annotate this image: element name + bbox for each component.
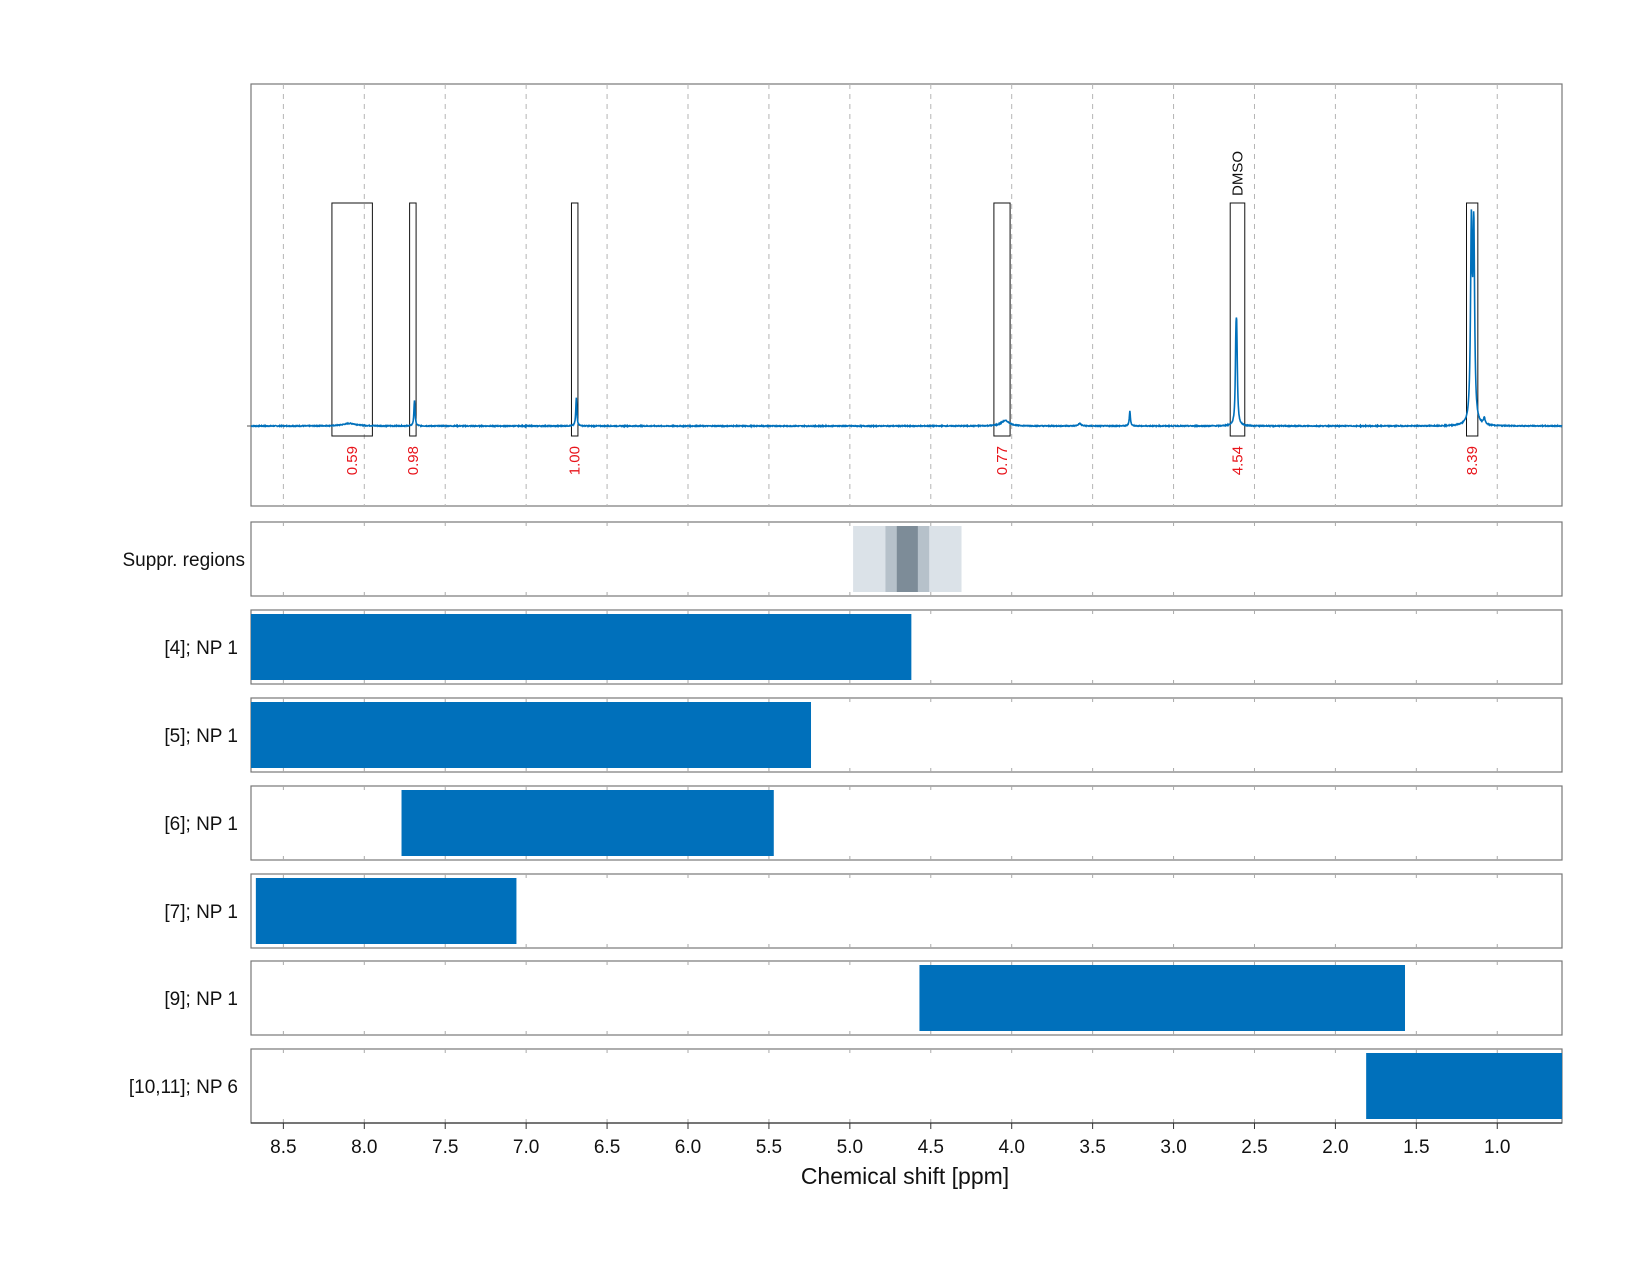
range-track-label: [7]; NP 1 [164,902,238,923]
x-tick-label: 6.5 [594,1137,620,1158]
range-track-label: [9]; NP 1 [164,989,238,1010]
x-tick-label: 5.5 [756,1137,782,1158]
integral-value-label: 4.54 [1229,446,1246,475]
x-tick-label: 4.0 [998,1137,1024,1158]
integral-region-box [993,202,1011,437]
range-bar [255,878,517,944]
integral-region-box [409,202,417,437]
range-track: [9]; NP 1 [164,960,1563,1036]
range-bar [251,702,812,768]
x-tick-label: 5.0 [837,1137,863,1158]
x-tick-label: 1.5 [1403,1137,1429,1158]
suppression-track-label: Suppr. regions [122,550,245,571]
range-bar [251,614,912,680]
range-track-label: [10,11]; NP 6 [129,1077,238,1098]
suppression-track: Suppr. regions [122,521,1563,597]
range-track-label: [5]; NP 1 [164,726,238,747]
spectrum-frame [250,83,1563,507]
suppression-region [896,526,918,592]
range-track-label: [4]; NP 1 [164,638,238,659]
x-tick-label: 1.0 [1484,1137,1510,1158]
integral-value-label: 1.00 [567,446,584,475]
integral-region-box [331,202,373,437]
range-bar [919,965,1406,1031]
range-track: [6]; NP 1 [164,785,1563,861]
range-tracks: Suppr. regions [4]; NP 1 [5]; NP 1 [6]; NP … [122,521,1563,1124]
x-tick-label: 8.0 [351,1137,377,1158]
integral-region-box [1229,202,1246,437]
peak-annotation: DMSO [1229,151,1246,196]
x-tick-label: 8.5 [270,1137,296,1158]
x-tick-label: 2.5 [1241,1137,1267,1158]
integral-value-label: 0.98 [405,446,422,475]
integral-region-box [1466,202,1479,437]
x-axis: 8.5 8.0 7.5 7.0 6.5 6.0 5.5 5.0 4.5 4.0 3.5 3.0 2.5 2… [251,1122,1562,1158]
integral-value-label: 8.39 [1464,446,1481,475]
range-track-label: [6]; NP 1 [164,814,238,835]
x-tick-label: 3.5 [1079,1137,1105,1158]
integral-value-label: 0.59 [344,446,361,475]
x-tick-label: 3.0 [1160,1137,1186,1158]
x-tick-label: 7.0 [513,1137,539,1158]
range-bar [1366,1053,1562,1119]
range-track: [10,11]; NP 6 [129,1048,1563,1124]
x-axis-label: Chemical shift [ppm] [801,1163,1009,1189]
range-track: [5]; NP 1 [164,697,1563,773]
x-tick-label: 6.0 [675,1137,701,1158]
integral-value-label: 0.77 [994,446,1011,475]
x-tick-label: 7.5 [432,1137,458,1158]
x-tick-label: 4.5 [918,1137,944,1158]
spectrum-panel: 0.59 0.98 1.00 0.77 4.54 DMSO 8.39 [247,83,1563,507]
x-tick-label: 2.0 [1322,1137,1348,1158]
track-frame [250,1048,1563,1124]
range-track: [7]; NP 1 [164,873,1563,949]
integral-region-box [570,202,579,437]
spectrum-line [250,209,1563,429]
range-bar [401,790,774,856]
range-track: [4]; NP 1 [164,609,1563,685]
